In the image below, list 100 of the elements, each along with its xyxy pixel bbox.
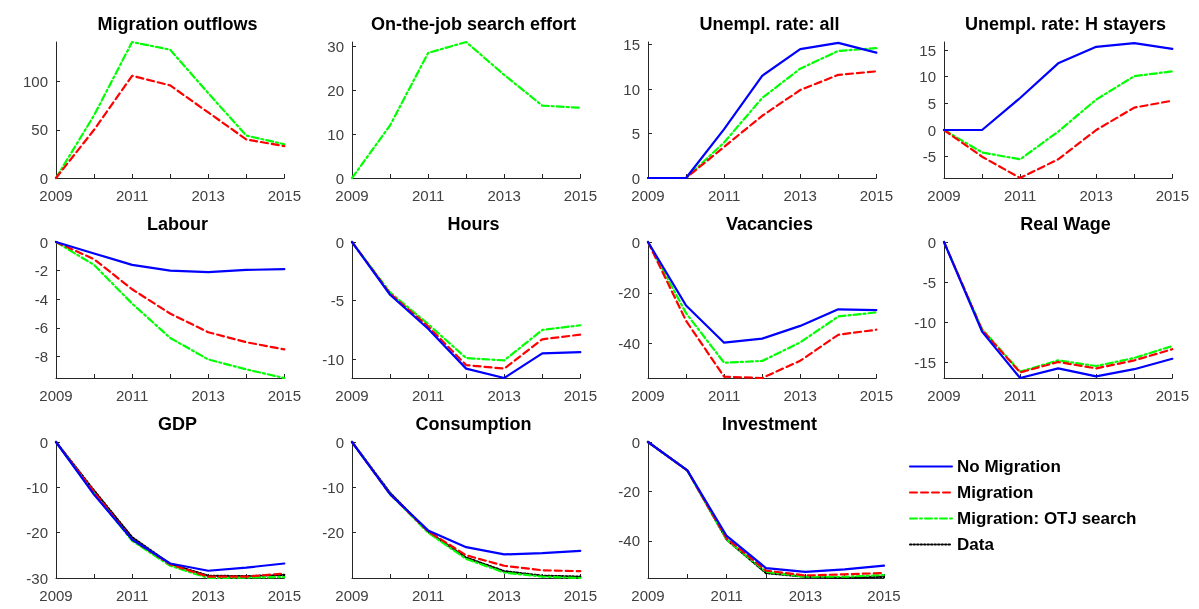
x-tick-label: 2009	[39, 587, 73, 604]
y-tick-label: 0	[335, 169, 344, 187]
y-tick-label: -20	[618, 284, 640, 302]
legend-label: No Migration	[957, 457, 1061, 476]
x-tick-label: 2013	[487, 387, 521, 404]
x-tick-label: 2015	[563, 387, 597, 404]
y-tick-label: 10	[919, 68, 936, 86]
x-tick-label: 2011	[115, 187, 149, 204]
line-series	[54, 240, 286, 380]
y-tick-label: -10	[322, 478, 344, 496]
y-tick-label: 0	[631, 169, 640, 187]
chart-title: GDP	[157, 414, 198, 434]
line-series	[646, 240, 878, 344]
y-tick-label: -5	[922, 148, 936, 166]
chart-title: Vacancies	[725, 214, 814, 234]
line-series	[54, 240, 286, 274]
chart-title: Consumption	[415, 414, 532, 434]
x-tick-label: 2015	[563, 187, 597, 204]
x-tick-label: 2013	[191, 587, 225, 604]
y-tick-label: 15	[919, 41, 936, 59]
x-tick-label: 2011	[115, 587, 149, 604]
x-tick-label: 2015	[867, 587, 901, 604]
x-tick-label: 2011	[707, 387, 741, 404]
y-tick-label: -10	[322, 350, 344, 368]
x-tick-label: 2015	[563, 587, 597, 604]
y-tick-label: 0	[335, 233, 344, 251]
x-tick-label: 2009	[335, 187, 369, 204]
x-tick-label: 2015	[1155, 387, 1189, 404]
x-tick-label: 2011	[411, 587, 445, 604]
x-tick-label: 2011	[1003, 387, 1037, 404]
y-tick-label: -40	[618, 335, 640, 353]
y-tick-label: -40	[618, 532, 640, 550]
y-tick-label: 0	[335, 433, 344, 451]
y-tick-label: 0	[631, 233, 640, 251]
x-tick-label: 2011	[411, 187, 445, 204]
y-tick-label: 20	[327, 81, 344, 99]
x-tick-label: 2009	[927, 187, 961, 204]
x-tick-label: 2011	[115, 387, 149, 404]
y-tick-label: 5	[927, 94, 936, 112]
y-tick-label: 50	[31, 121, 48, 139]
y-tick-label: 0	[39, 169, 48, 187]
x-tick-label: 2013	[191, 387, 225, 404]
line-series	[942, 41, 1174, 132]
y-tick-label: 0	[39, 433, 48, 451]
y-tick-label: 0	[631, 433, 640, 451]
x-tick-label: 2011	[707, 187, 741, 204]
x-tick-label: 2013	[191, 187, 225, 204]
y-tick-label: -8	[34, 348, 48, 366]
y-tick-label: 30	[327, 37, 344, 55]
y-tick-label: -10	[914, 313, 936, 331]
y-tick-label: -5	[922, 273, 936, 291]
y-tick-label: 15	[623, 36, 640, 54]
x-tick-label: 2009	[39, 187, 73, 204]
x-tick-label: 2009	[631, 387, 665, 404]
y-tick-label: -10	[26, 478, 48, 496]
x-tick-label: 2009	[335, 387, 369, 404]
x-tick-label: 2011	[411, 387, 445, 404]
legend-label: Migration: OTJ search	[957, 509, 1137, 528]
y-tick-label: 100	[22, 73, 48, 91]
y-tick-label: -30	[26, 569, 48, 587]
x-tick-label: 2013	[788, 587, 823, 604]
chart-title: Migration outflows	[97, 14, 258, 34]
chart-title: Unempl. rate: all	[699, 14, 840, 34]
chart-title: Investment	[721, 414, 818, 434]
y-tick-label: -6	[34, 319, 48, 337]
x-tick-label: 2013	[1079, 187, 1113, 204]
line-series	[350, 40, 582, 180]
x-tick-label: 2013	[487, 587, 521, 604]
y-tick-label: 0	[927, 233, 936, 251]
x-tick-label: 2015	[859, 187, 893, 204]
y-tick-label: -4	[34, 290, 48, 308]
x-tick-label: 2015	[267, 387, 301, 404]
chart-title: Unempl. rate: H stayers	[964, 14, 1167, 34]
x-tick-label: 2009	[39, 387, 73, 404]
y-tick-label: -15	[914, 353, 936, 371]
x-tick-label: 2013	[487, 187, 521, 204]
x-tick-label: 2009	[335, 587, 369, 604]
x-tick-label: 2015	[859, 387, 893, 404]
chart-title: Labour	[147, 214, 208, 234]
chart-title: On-the-job search effort	[370, 14, 577, 34]
legend-label: Data	[957, 535, 995, 554]
y-tick-label: 10	[327, 125, 344, 143]
x-tick-label: 2015	[267, 587, 301, 604]
y-tick-label: -20	[322, 524, 344, 542]
y-tick-label: -20	[618, 482, 640, 500]
y-tick-label: 0	[927, 121, 936, 139]
x-tick-label: 2009	[631, 587, 665, 604]
x-tick-label: 2013	[783, 387, 817, 404]
y-tick-label: -2	[34, 262, 48, 280]
chart-title: Real Wage	[1020, 214, 1111, 234]
legend-label: Migration	[957, 483, 1034, 502]
x-tick-label: 2011	[710, 587, 743, 604]
x-tick-label: 2013	[783, 187, 817, 204]
y-tick-label: 10	[623, 80, 640, 98]
x-tick-label: 2015	[267, 187, 301, 204]
x-tick-label: 2015	[1155, 187, 1189, 204]
x-tick-label: 2009	[631, 187, 665, 204]
x-tick-label: 2009	[927, 387, 961, 404]
y-tick-label: 0	[39, 233, 48, 251]
chart-title: Hours	[447, 214, 500, 234]
